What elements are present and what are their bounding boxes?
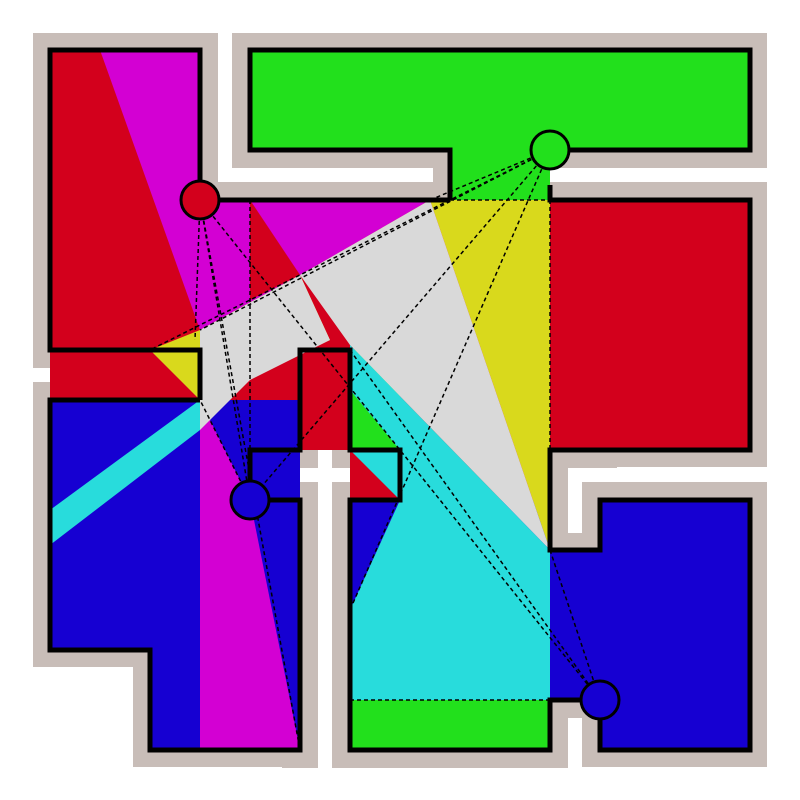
sight-line [429, 149, 551, 201]
room-bottom-green [350, 700, 550, 750]
sight-line [199, 199, 301, 751]
corridor-top-right [568, 168, 767, 182]
sight-line [349, 349, 601, 701]
guard-green [529, 129, 571, 171]
sight-line [199, 399, 251, 501]
guard-blue-left [229, 479, 271, 521]
green-region-center [350, 390, 400, 450]
cyan-region-center [350, 345, 550, 700]
sight-lines [149, 149, 601, 751]
sight-line [149, 149, 551, 351]
magenta-region-top [100, 50, 430, 330]
corridor-bottom-right-gap [568, 718, 582, 768]
wall-top [247, 47, 753, 200]
red-wedge [250, 200, 300, 300]
wall-center [247, 347, 580, 753]
room-right [550, 200, 750, 450]
wall-top-left [47, 47, 203, 400]
wall-right [547, 185, 753, 753]
corridor-mid-horizontal [218, 168, 433, 182]
corridor-right-vertical [568, 468, 582, 533]
sight-line [549, 549, 601, 701]
walls [47, 47, 753, 753]
sight-line [194, 199, 201, 341]
room-left [50, 400, 200, 750]
guard-blue-right [579, 679, 621, 721]
corridor-right-horizontal [582, 468, 767, 482]
guards [179, 129, 621, 721]
wall-top-left-bottom [47, 397, 303, 753]
magenta-region-lower [200, 400, 300, 750]
corridor-top-gap [218, 33, 232, 168]
gray-region [300, 200, 550, 550]
cyan-region-left [50, 400, 200, 545]
room-top [250, 50, 750, 200]
guard-red [179, 179, 221, 221]
sight-line [199, 199, 601, 701]
